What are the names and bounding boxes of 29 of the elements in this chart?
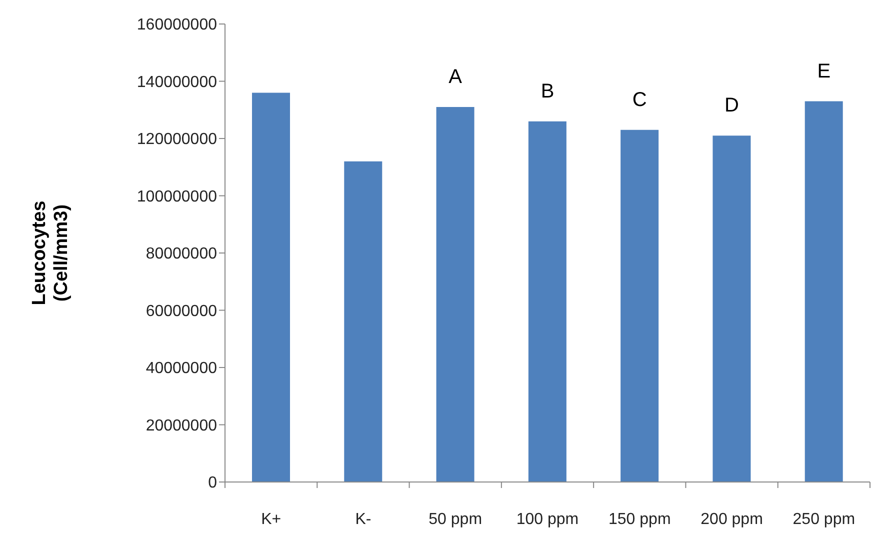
y-tick-label: 160000000 — [136, 16, 218, 34]
bar — [252, 92, 290, 482]
annotation: D — [724, 94, 740, 117]
annotation: A — [448, 66, 463, 88]
y-axis-title: Leucocytes (Cell/mm3) — [29, 200, 72, 306]
annotation: B — [540, 80, 554, 102]
y-tick-label: 100000000 — [136, 188, 218, 206]
x-tick-label: 200 ppm — [700, 511, 763, 528]
y-tick-label: 120000000 — [136, 131, 218, 148]
annotation: E — [817, 60, 831, 82]
y-tick-label: 140000000 — [136, 74, 218, 91]
bar — [620, 130, 659, 482]
x-tick-label: 50 ppm — [428, 511, 482, 528]
y-tick-label: 40000000 — [146, 360, 218, 378]
x-tick-label: 250 ppm — [792, 511, 856, 528]
y-tick-label: 20000000 — [146, 417, 218, 434]
x-tick-label: 100 ppm — [516, 511, 579, 528]
bar — [344, 161, 382, 482]
y-tick-label: 0 — [208, 474, 218, 492]
annotation: C — [632, 88, 647, 111]
x-tick-label: 150 ppm — [608, 511, 671, 528]
y-tick-label: 80000000 — [146, 246, 218, 263]
x-tick-label: K- — [355, 511, 372, 528]
bar — [712, 136, 751, 482]
x-tick-label: K+ — [261, 511, 282, 528]
bar — [528, 121, 566, 482]
bar — [804, 101, 843, 482]
bar — [436, 107, 474, 482]
y-tick-label: 60000000 — [146, 302, 218, 320]
